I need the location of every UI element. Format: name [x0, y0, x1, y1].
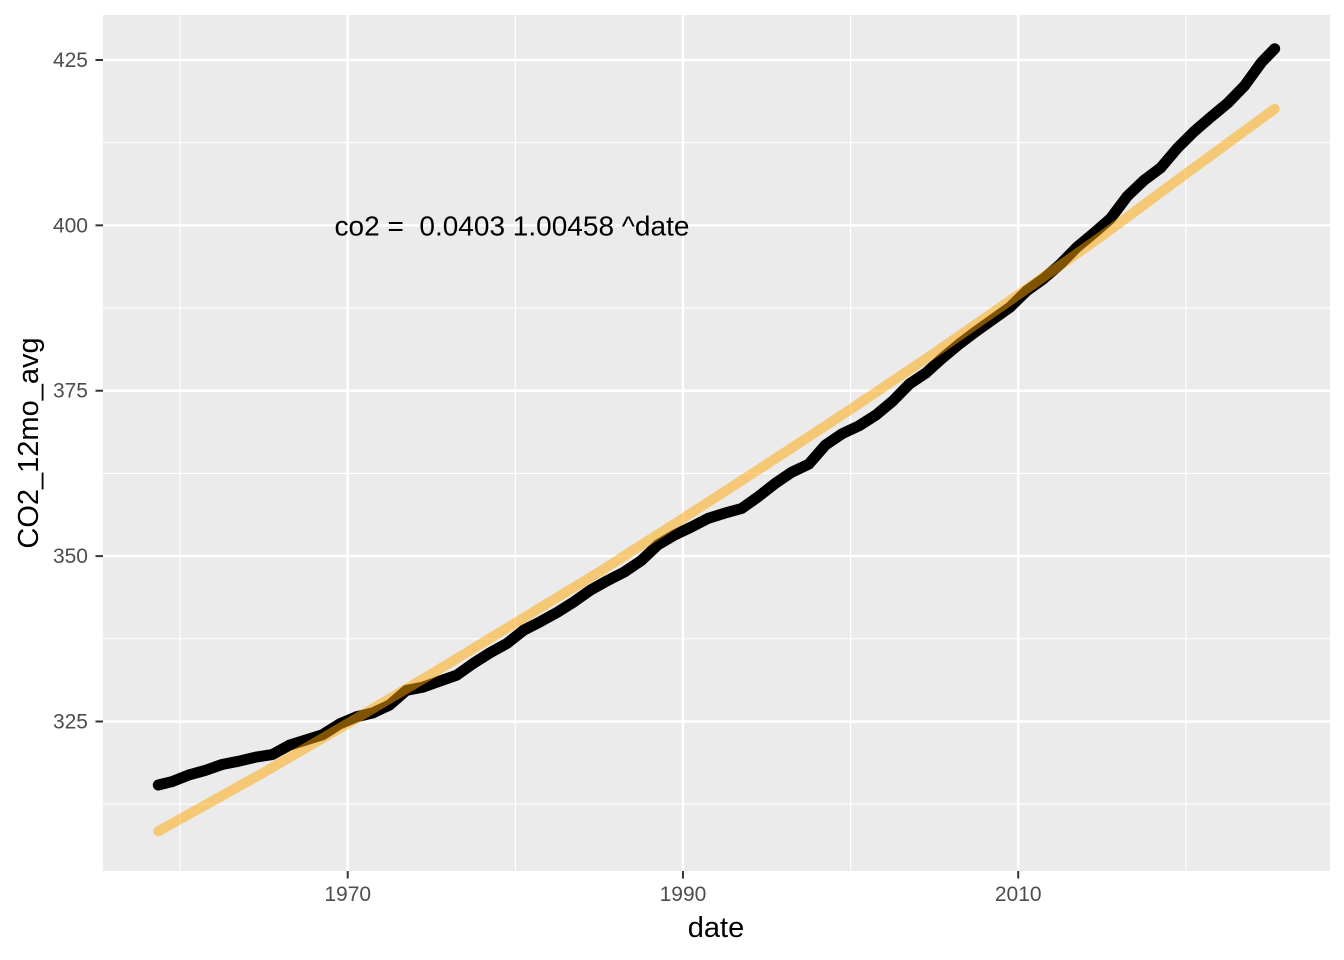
- axis-tick-marks: [95, 58, 1020, 879]
- y-tick-label: 375: [53, 380, 88, 403]
- series-line-exponential_fit: [153, 103, 1280, 837]
- x-tick-label: 1970: [324, 883, 371, 906]
- y-tick-label: 325: [53, 710, 88, 733]
- y-tick-label: 400: [53, 214, 88, 237]
- y-axis-tick-labels: 325 350 375 400 425: [53, 49, 88, 734]
- x-tick-label: 1990: [660, 883, 707, 906]
- x-axis-tick-labels: 1970 1990 2010: [324, 883, 1041, 906]
- y-axis-title: CO2_12mo_avg: [13, 337, 45, 548]
- y-tick-label: 350: [53, 545, 88, 568]
- minor-gridlines: [103, 15, 1330, 871]
- equation-annotation: co2 = 0.0403 1.00458 ^date: [335, 210, 690, 241]
- x-axis-title: date: [688, 912, 744, 944]
- data-series-lines: [152, 43, 1281, 837]
- x-tick-label: 2010: [995, 883, 1042, 906]
- y-tick-label: 425: [53, 49, 88, 72]
- plot-panel: [103, 15, 1330, 871]
